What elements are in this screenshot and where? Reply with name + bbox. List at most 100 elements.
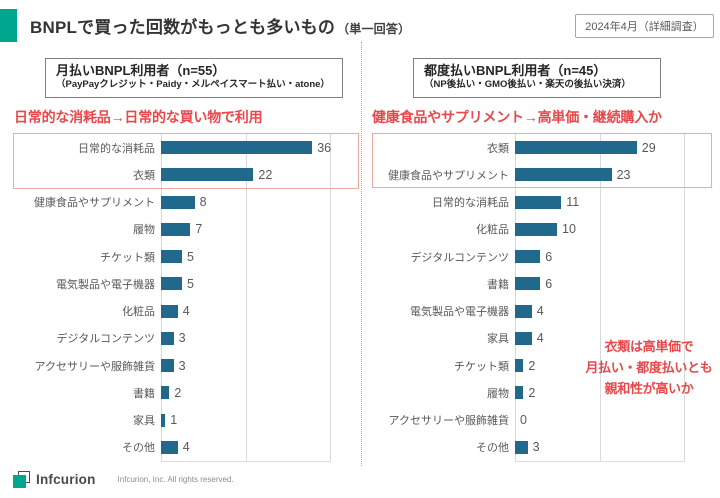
value-label: 36 [317,140,332,155]
value-label: 4 [536,331,544,346]
category-label: 電気製品や電子機器 [410,306,509,319]
bar [515,277,541,291]
category-label: 書籍 [133,387,155,400]
category-label: 家具 [487,333,509,346]
bar [515,386,524,400]
value-label: 2 [528,385,536,400]
bar-row: アクセサリーや服飾雑貨 0 [366,407,716,434]
category-label: 健康食品やサプリメント [388,169,509,182]
value-label: 5 [187,276,194,291]
survey-date-text: 2024年4月（詳細調査） [585,21,704,33]
bar-rows: 日常的な消耗品 36 衣類 22 健康食品やサプリメント 8 履物 7 チケット類 5 電気製品や電… [12,134,358,461]
bar [161,250,182,264]
category-label: チケット類 [454,360,509,373]
bar-row: 健康食品やサプリメント 8 [12,189,358,216]
gridlines [515,134,685,462]
bar-plot: 3 [515,434,716,461]
bar-row: 健康食品やサプリメント 23 [366,161,716,188]
bar-chart-per-use: 衣類 29 健康食品やサプリメント 23 日常的な消耗品 11 化粧品 10 デジタルコンテンツ… [366,133,716,463]
bar-row: チケット類 2 [366,352,716,379]
category-label: その他 [476,442,509,455]
value-label: 1 [170,413,178,428]
page-title: BNPLで買った回数がもっとも多いもの （単一回答） [30,13,410,38]
note-line: 月払い・都度払いとも [585,359,713,375]
category-label: 衣類 [133,169,155,182]
bar-plot: 29 [515,134,716,161]
category-label: アクセサリーや服飾雑貨 [34,360,155,373]
bar [515,331,532,345]
bar-plot: 3 [161,325,358,352]
value-label: 22 [258,167,273,182]
bar-row: 日常的な消耗品 36 [12,134,358,161]
bar [515,359,524,373]
bar [161,331,174,345]
value-label: 11 [566,195,580,210]
value-label: 8 [199,195,207,210]
bar-plot: 2 [515,379,716,406]
group-subtitle: （NP後払い・GMO後払い・楽天の後払い決済） [424,79,631,91]
category-label: 書籍 [487,278,509,291]
category-label: デジタルコンテンツ [56,333,155,346]
value-label: 23 [616,167,631,182]
category-label: 家具 [133,415,155,428]
copyright-text: Infcurion, Inc. All rights reserved. [117,475,234,484]
bar-row: 履物 7 [12,216,358,243]
bar-row: 家具 1 [12,407,358,434]
value-label: 5 [187,249,194,264]
category-label: チケット類 [100,251,155,264]
bar-row: 衣類 29 [366,134,716,161]
page-title-text: BNPLで買った回数がもっとも多いもの [30,18,336,37]
bar-plot: 4 [161,434,358,461]
bar [515,250,541,264]
panel-divider [361,42,362,466]
bar-row: 日常的な消耗品 11 [366,189,716,216]
bar-plot: 0 [515,407,716,434]
bar-plot: 11 [515,189,716,216]
category-label: 履物 [487,387,509,400]
value-label: 3 [178,331,186,346]
category-label: 健康食品やサプリメント [34,197,155,210]
value-label: 29 [641,140,656,155]
note-line: 親和性が高いか [604,380,694,396]
bar-row: 電気製品や電子機器 4 [366,298,716,325]
bar-rows: 衣類 29 健康食品やサプリメント 23 日常的な消耗品 11 化粧品 10 デジタルコンテンツ… [366,134,716,461]
group-title: 都度払いBNPL利用者（n=45） [424,63,607,78]
bar-row: チケット類 5 [12,243,358,270]
value-label: 0 [520,413,527,428]
bar-plot: 36 [161,134,358,161]
group-subtitle: （PayPayクレジット・Paidy・メルペイスマート払い・atone） [56,79,330,91]
group-title: 月払いBNPL利用者（n=55） [56,63,226,78]
accent-bar [0,9,17,42]
bar [161,222,191,236]
category-label: 化粧品 [476,224,509,237]
category-label: 日常的な消耗品 [432,197,509,210]
value-label: 4 [182,440,190,455]
annotation-left: 日常的な消耗品→日常的な買い物で利用 [14,109,263,125]
value-label: 4 [182,304,190,319]
category-label: 電気製品や電子機器 [56,278,155,291]
bar-plot: 1 [161,407,358,434]
bar-row: 書籍 2 [12,379,358,406]
page-title-suffix: （単一回答） [337,22,411,36]
bar-row: その他 4 [12,434,358,461]
category-label: デジタルコンテンツ [410,251,509,264]
bar [161,359,174,373]
value-label: 7 [195,222,203,237]
bar-row: 家具 4 [366,325,716,352]
bar-row: デジタルコンテンツ 6 [366,243,716,270]
bar [161,141,313,155]
bar-plot: 5 [161,270,358,297]
group-box-monthly: 月払いBNPL利用者（n=55） （PayPayクレジット・Paidy・メルペイ… [45,58,343,98]
bar-plot: 10 [515,216,716,243]
bar-plot: 6 [515,243,716,270]
bar-plot: 4 [515,298,716,325]
bar-row: 化粧品 4 [12,298,358,325]
bar [161,195,195,209]
value-label: 3 [532,440,540,455]
bar [515,440,528,454]
panel-monthly-bnpl: 月払いBNPL利用者（n=55） （PayPayクレジット・Paidy・メルペイ… [12,56,359,466]
bar-row: 電気製品や電子機器 5 [12,270,358,297]
note-line: 衣類は高単価で [604,339,694,354]
bar-plot: 23 [515,161,716,188]
